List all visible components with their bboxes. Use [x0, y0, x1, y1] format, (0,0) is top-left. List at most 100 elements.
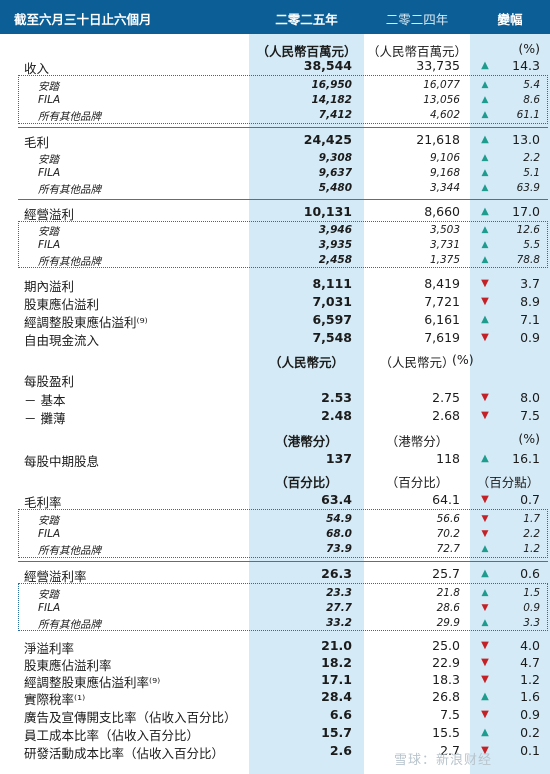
value-2024: 9,106	[429, 152, 460, 164]
table-row: 股東應佔溢利 7,031 7,721 ▼ 8.9	[0, 294, 550, 312]
value-2025: 7,412	[318, 109, 352, 121]
change-value: 0.1	[520, 743, 540, 758]
value-2025: 3,946	[318, 224, 352, 236]
row-label: FILA	[38, 167, 61, 179]
table-row: 每股中期股息 137 118 ▲ 16.1	[0, 451, 550, 469]
value-2025: 137	[325, 451, 352, 466]
value-2025: 9,637	[318, 167, 352, 179]
table-row: FILA 3,935 3,731 ▲ 5.5	[0, 239, 550, 252]
row-label: FILA	[38, 528, 61, 540]
value-2024: 26.8	[432, 689, 460, 704]
change-value: 2.2	[523, 152, 540, 164]
row-label: 所有其他品牌	[38, 111, 101, 123]
unit-2025: （港幣分）	[275, 434, 338, 449]
unit-change: (%)	[518, 41, 540, 56]
change-arrow-icon: ▼	[481, 514, 489, 524]
table-row: 毛利 24,425 21,618 ▲ 13.0	[0, 132, 550, 150]
table-row: 經調整股東應佔溢利⁽⁹⁾ 6,597 6,161 ▲ 7.1	[0, 312, 550, 330]
table-row: 經營溢利 10,131 8,660 ▲ 17.0	[0, 204, 550, 222]
divider	[18, 127, 548, 128]
table-row: 所有其他品牌 5,480 3,344 ▲ 63.9	[0, 182, 550, 196]
value-2024: 2.75	[432, 390, 460, 405]
op-breakdown-box	[18, 221, 548, 268]
table-row: 所有其他品牌 73.9 72.7 ▲ 1.2	[0, 543, 550, 557]
value-2024: 25.7	[432, 566, 460, 581]
change-arrow-icon: ▲	[481, 134, 489, 145]
change-value: 13.0	[512, 132, 540, 147]
change-arrow-icon: ▼	[481, 745, 489, 756]
change-arrow-icon: ▲	[481, 240, 489, 250]
value-2025: 33.2	[326, 617, 352, 629]
table-row: 經營溢利率 26.3 25.7 ▲ 0.6	[0, 566, 550, 584]
value-2024: 2.7	[440, 743, 460, 758]
table-row: 安踏 9,308 9,106 ▲ 2.2	[0, 152, 550, 166]
value-2025: 54.9	[326, 513, 352, 525]
value-2025: 17.1	[321, 672, 352, 687]
row-label: － 攤薄	[24, 411, 66, 426]
value-2025: 14,182	[311, 94, 352, 106]
unit-2025: （人民幣百萬元）	[256, 44, 357, 59]
value-2025: 23.3	[326, 587, 352, 599]
table-row: 所有其他品牌 7,412 4,602 ▲ 61.1	[0, 109, 550, 123]
table-row: FILA 14,182 13,056 ▲ 8.6	[0, 94, 550, 107]
divider	[18, 561, 548, 562]
unit-row-hk-cents: （港幣分） （港幣分） (%)	[0, 431, 550, 449]
row-label: 員工成本比率（佔收入百分比）	[24, 728, 200, 743]
value-2024: 118	[436, 451, 460, 466]
row-label: 經營溢利	[24, 207, 75, 222]
row-label: 廣告及宣傳開支比率（佔收入百分比）	[24, 710, 237, 725]
table-row: 研發活動成本比率（佔收入百分比） 2.6 2.7 ▼ 0.1	[0, 743, 550, 761]
change-value: 8.6	[523, 94, 540, 106]
value-2024: 6,161	[424, 312, 460, 327]
value-2024: 29.9	[436, 617, 460, 629]
change-value: 8.9	[520, 294, 540, 309]
change-arrow-icon: ▲	[481, 727, 489, 738]
table-row: 廣告及宣傳開支比率（佔收入百分比） 6.6 7.5 ▼ 0.9	[0, 707, 550, 725]
table-header: 截至六月三十日止六個月 二零二五年 二零二四年 變幅	[0, 0, 550, 34]
change-value: 2.2	[523, 528, 540, 540]
change-value: 0.9	[520, 707, 540, 722]
table-row: 期內溢利 8,111 8,419 ▼ 3.7	[0, 276, 550, 294]
table-row: 每股盈利	[0, 371, 550, 389]
divider	[18, 199, 548, 200]
value-2025: 28.4	[321, 689, 352, 704]
highlight-column-2025	[249, 0, 364, 774]
unit-2024: （人民幣元）	[379, 355, 455, 370]
table-row: 安踏 16,950 16,077 ▲ 5.4	[0, 79, 550, 93]
value-2025: 2,458	[318, 254, 352, 266]
change-value: 5.4	[523, 79, 540, 91]
value-2024: 9,168	[429, 167, 460, 179]
change-value: 17.0	[512, 204, 540, 219]
change-value: 4.0	[520, 638, 540, 653]
value-2024: 7,721	[424, 294, 460, 309]
unit-row-rmb-million: （人民幣百萬元） （人民幣百萬元） (%)	[0, 41, 550, 59]
table-row: 經調整股東應佔溢利率⁽⁹⁾ 17.1 18.3 ▼ 1.2	[0, 672, 550, 690]
change-value: 7.5	[520, 408, 540, 423]
table-row: FILA 27.7 28.6 ▼ 0.9	[0, 602, 550, 615]
row-label: 安踏	[38, 81, 59, 93]
change-arrow-icon: ▲	[481, 183, 489, 193]
value-2024: 2.68	[432, 408, 460, 423]
change-arrow-icon: ▼	[481, 674, 489, 685]
change-arrow-icon: ▼	[481, 392, 489, 403]
table-row: － 基本 2.53 2.75 ▼ 8.0	[0, 390, 550, 408]
row-label: 經調整股東應佔溢利⁽⁹⁾	[24, 315, 148, 330]
row-label: 所有其他品牌	[38, 545, 101, 557]
table-row: 安踏 54.9 56.6 ▼ 1.7	[0, 513, 550, 527]
row-label: 安踏	[38, 515, 59, 527]
change-header: 變幅	[497, 12, 523, 27]
value-2024: 13,056	[423, 94, 460, 106]
change-value: 3.3	[523, 617, 540, 629]
value-2025: 15.7	[321, 725, 352, 740]
row-label: 所有其他品牌	[38, 619, 101, 631]
change-arrow-icon: ▲	[481, 80, 489, 90]
change-arrow-icon: ▼	[481, 640, 489, 651]
table-row: 實際稅率⁽¹⁾ 28.4 26.8 ▲ 1.6	[0, 689, 550, 707]
row-label: 經調整股東應佔溢利率⁽⁹⁾	[24, 675, 161, 690]
value-2024: 22.9	[432, 655, 460, 670]
row-label: 安踏	[38, 589, 59, 601]
value-2025: 38,544	[303, 58, 352, 73]
change-value: 8.0	[520, 390, 540, 405]
unit-2024: （港幣分）	[385, 434, 449, 449]
row-label: 所有其他品牌	[38, 256, 101, 268]
